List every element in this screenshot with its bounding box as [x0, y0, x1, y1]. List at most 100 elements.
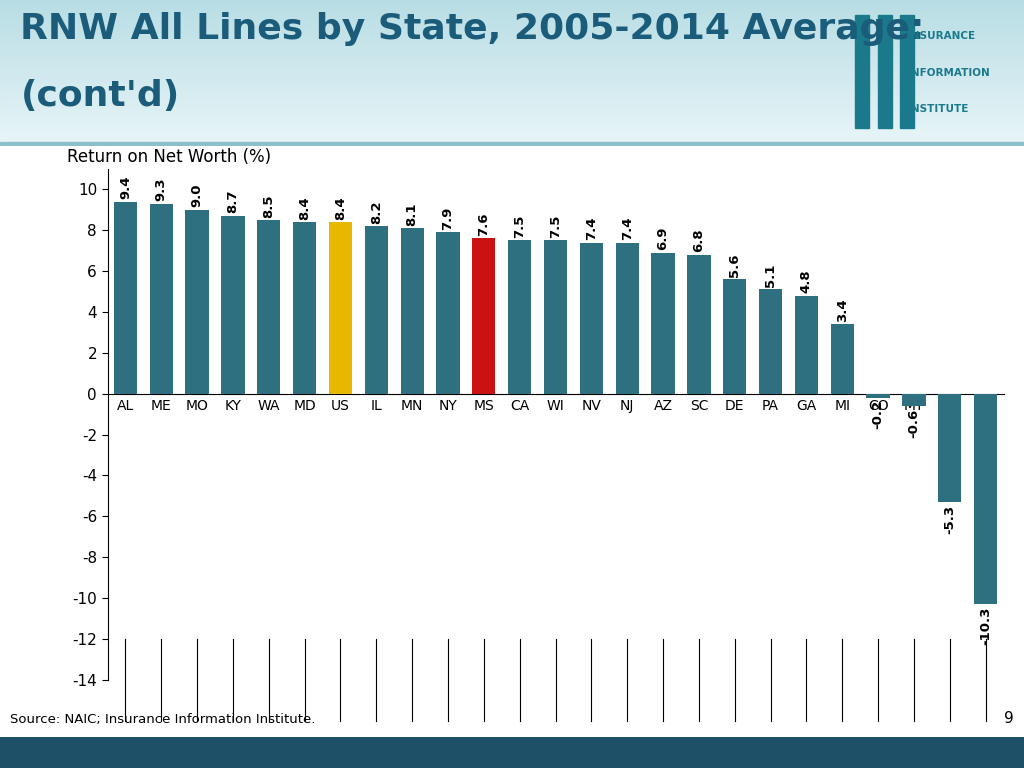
Text: 5.1: 5.1	[764, 263, 777, 287]
Text: 6.9: 6.9	[656, 227, 670, 250]
Bar	[0, 34, 1024, 37]
Bar	[221, 216, 245, 394]
Text: INSURANCE: INSURANCE	[907, 31, 976, 41]
Bar	[938, 394, 962, 502]
Bar	[0, 39, 1024, 41]
Bar	[0, 71, 1024, 73]
Text: INFORMATION: INFORMATION	[907, 68, 990, 78]
Bar	[0, 81, 1024, 83]
Bar	[759, 290, 782, 394]
Bar	[580, 243, 603, 394]
Bar	[0, 10, 1024, 12]
Text: 7.5: 7.5	[513, 214, 526, 238]
Bar	[0, 29, 1024, 31]
Bar	[0, 17, 1024, 19]
Bar	[0, 104, 1024, 107]
Bar	[0, 25, 1024, 27]
Bar	[0, 112, 1024, 114]
Bar	[830, 324, 854, 394]
Bar	[400, 228, 424, 394]
Bar	[293, 222, 316, 394]
Bar	[795, 296, 818, 394]
Bar	[0, 54, 1024, 56]
Bar	[0, 144, 1024, 146]
Bar	[687, 255, 711, 394]
Bar	[0, 41, 1024, 44]
Bar	[150, 204, 173, 394]
Bar	[902, 394, 926, 406]
Bar	[651, 253, 675, 394]
Bar	[0, 37, 1024, 39]
Bar	[0, 100, 1024, 102]
Text: 7.4: 7.4	[621, 217, 634, 240]
Bar	[0, 68, 1024, 71]
Bar	[0, 19, 1024, 22]
Bar	[0, 98, 1024, 100]
Bar	[723, 280, 746, 394]
Bar	[0, 92, 1024, 94]
Bar	[0, 5, 1024, 8]
Bar	[0, 83, 1024, 85]
Bar	[855, 15, 869, 128]
Bar	[0, 121, 1024, 124]
Text: Return on Net Worth (%): Return on Net Worth (%)	[67, 148, 270, 166]
Text: 7.9: 7.9	[441, 207, 455, 230]
Text: -0.6: -0.6	[907, 409, 921, 438]
Bar	[0, 119, 1024, 121]
Bar	[974, 394, 997, 604]
Bar	[257, 220, 281, 394]
Bar	[0, 109, 1024, 112]
Bar	[0, 48, 1024, 51]
Bar	[0, 134, 1024, 136]
Bar	[0, 73, 1024, 75]
Bar	[0, 78, 1024, 81]
Bar	[0, 85, 1024, 88]
Text: 8.1: 8.1	[406, 202, 419, 226]
Bar	[329, 222, 352, 394]
Bar	[0, 136, 1024, 138]
Bar	[0, 88, 1024, 90]
Text: 7.6: 7.6	[477, 213, 490, 236]
Bar	[472, 238, 496, 394]
Bar	[0, 12, 1024, 15]
Bar	[0, 27, 1024, 29]
Bar	[0, 141, 1024, 144]
Text: 8.4: 8.4	[334, 196, 347, 220]
Bar	[0, 90, 1024, 92]
Bar	[0, 8, 1024, 10]
Text: INSTITUTE: INSTITUTE	[907, 104, 969, 114]
Bar	[0, 117, 1024, 119]
Bar	[0, 66, 1024, 68]
Text: 8.2: 8.2	[370, 200, 383, 223]
Text: 6.8: 6.8	[692, 229, 706, 253]
Bar	[508, 240, 531, 394]
Bar	[0, 141, 1024, 146]
Text: 9.3: 9.3	[155, 177, 168, 201]
Text: -10.3: -10.3	[979, 607, 992, 645]
Bar	[0, 75, 1024, 78]
Bar	[0, 0, 1024, 2]
Bar	[0, 22, 1024, 25]
Text: 9: 9	[1004, 710, 1014, 726]
Bar	[866, 394, 890, 398]
Bar	[0, 102, 1024, 104]
Bar	[0, 58, 1024, 61]
Bar	[365, 226, 388, 394]
Text: 7.5: 7.5	[549, 214, 562, 238]
Bar	[0, 15, 1024, 17]
Bar	[878, 15, 892, 128]
Bar	[900, 15, 914, 128]
Bar	[0, 51, 1024, 54]
Bar	[0, 127, 1024, 129]
Text: 3.4: 3.4	[836, 298, 849, 322]
Text: 9.4: 9.4	[119, 176, 132, 199]
Text: 4.8: 4.8	[800, 270, 813, 293]
Text: 5.6: 5.6	[728, 253, 741, 276]
Bar	[0, 63, 1024, 66]
Text: RNW All Lines by State, 2005-2014 Average:: RNW All Lines by State, 2005-2014 Averag…	[20, 12, 925, 45]
Text: -5.3: -5.3	[943, 505, 956, 534]
Text: 8.5: 8.5	[262, 194, 275, 217]
Text: 7.4: 7.4	[585, 217, 598, 240]
Text: -0.2: -0.2	[871, 400, 885, 429]
Bar	[615, 243, 639, 394]
